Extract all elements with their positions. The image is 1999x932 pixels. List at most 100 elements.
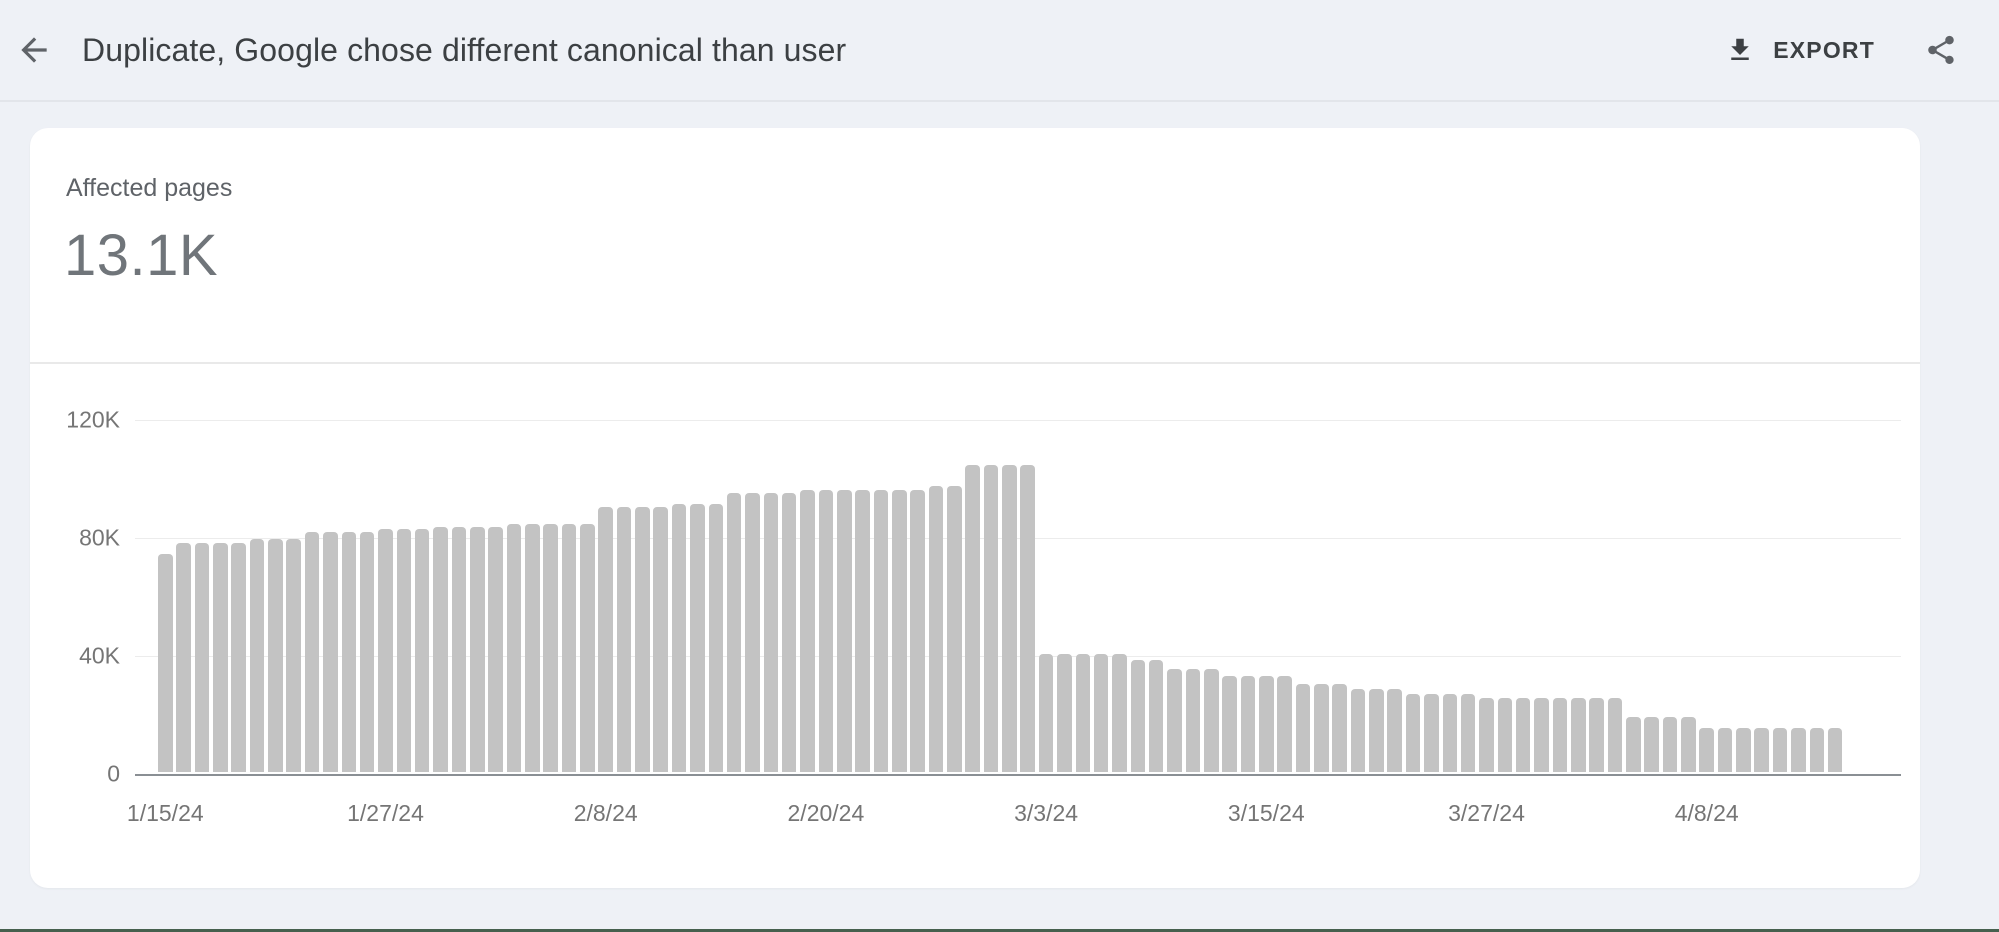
bar-3/2/24[interactable] bbox=[1020, 465, 1036, 772]
bar-3/5/24[interactable] bbox=[1075, 654, 1091, 772]
back-button[interactable] bbox=[10, 26, 58, 74]
bar-4/3/24[interactable] bbox=[1607, 698, 1623, 772]
bar-2/25/24[interactable] bbox=[910, 490, 925, 772]
bar-2/5/24[interactable] bbox=[543, 524, 558, 772]
bar-2/19/24[interactable] bbox=[800, 490, 815, 772]
bar-2/10/24[interactable] bbox=[635, 506, 650, 772]
bar-4/10/24[interactable] bbox=[1736, 727, 1751, 772]
bar-1/27/24[interactable] bbox=[378, 528, 393, 772]
bar-3/16/24[interactable] bbox=[1277, 676, 1292, 772]
bar-4/9/24[interactable] bbox=[1717, 727, 1733, 772]
bar-1/17/24[interactable] bbox=[194, 543, 210, 772]
bar-3/31/24[interactable] bbox=[1552, 698, 1568, 772]
bar-2/29/24[interactable] bbox=[983, 465, 999, 772]
bar-4/11/24[interactable] bbox=[1754, 727, 1770, 772]
bar-3/18/24[interactable] bbox=[1314, 683, 1329, 772]
bar-2/14/24[interactable] bbox=[708, 503, 724, 772]
bar-1/28/24[interactable] bbox=[396, 528, 412, 772]
bar-2/24/24[interactable] bbox=[892, 490, 907, 772]
bar-1/31/24[interactable] bbox=[451, 527, 467, 772]
bar-1/25/24[interactable] bbox=[341, 531, 357, 772]
bar-1/23/24[interactable] bbox=[304, 531, 320, 772]
bar-3/27/24[interactable] bbox=[1479, 698, 1494, 772]
bar-3/30/24[interactable] bbox=[1534, 698, 1549, 772]
bar-2/27/24[interactable] bbox=[947, 485, 962, 772]
bar-2/17/24[interactable] bbox=[763, 493, 779, 772]
bar-4/5/24[interactable] bbox=[1644, 717, 1659, 772]
bar-3/21/24[interactable] bbox=[1369, 689, 1384, 772]
bar-3/1/24[interactable] bbox=[1002, 465, 1017, 772]
bar-2/26/24[interactable] bbox=[928, 485, 944, 772]
bar-2/6/24[interactable] bbox=[561, 524, 577, 772]
bar-3/14/24[interactable] bbox=[1240, 676, 1256, 772]
bar-3/15/24[interactable] bbox=[1259, 676, 1274, 772]
bar-1/22/24[interactable] bbox=[286, 538, 302, 772]
bar-1/19/24[interactable] bbox=[231, 543, 246, 772]
bar-2/21/24[interactable] bbox=[836, 490, 852, 772]
bar-4/7/24[interactable] bbox=[1681, 717, 1696, 772]
bar-1/24/24[interactable] bbox=[323, 531, 338, 772]
bar-1/20/24[interactable] bbox=[249, 538, 265, 772]
bar-2/1/24[interactable] bbox=[469, 527, 485, 772]
bar-3/22/24[interactable] bbox=[1387, 689, 1403, 772]
bar-2/9/24[interactable] bbox=[616, 506, 632, 772]
bar-2/4/24[interactable] bbox=[525, 524, 540, 772]
bar-3/13/24[interactable] bbox=[1222, 676, 1237, 772]
bar-3/8/24[interactable] bbox=[1130, 659, 1146, 772]
bar-3/12/24[interactable] bbox=[1203, 668, 1219, 772]
bar-1/29/24[interactable] bbox=[414, 528, 430, 772]
bar-1/15/24[interactable] bbox=[158, 553, 173, 772]
bar-3/25/24[interactable] bbox=[1442, 693, 1458, 772]
bar-2/3/24[interactable] bbox=[506, 524, 522, 772]
bar-3/19/24[interactable] bbox=[1332, 683, 1347, 772]
bar-3/17/24[interactable] bbox=[1295, 683, 1311, 772]
metric-label: Affected pages bbox=[66, 174, 233, 202]
bar-4/12/24[interactable] bbox=[1772, 727, 1788, 772]
bar-4/8/24[interactable] bbox=[1699, 727, 1714, 772]
bar-2/7/24[interactable] bbox=[580, 524, 595, 772]
bar-2/23/24[interactable] bbox=[873, 490, 889, 772]
x-axis-label: 3/3/24 bbox=[1014, 800, 1079, 826]
export-button[interactable]: EXPORT bbox=[1725, 35, 1875, 65]
bar-3/10/24[interactable] bbox=[1167, 668, 1182, 772]
bar-2/28/24[interactable] bbox=[965, 465, 980, 772]
bar-4/2/24[interactable] bbox=[1589, 698, 1604, 772]
bar-3/28/24[interactable] bbox=[1497, 698, 1513, 772]
bar-4/1/24[interactable] bbox=[1570, 698, 1586, 772]
bar-3/20/24[interactable] bbox=[1350, 689, 1366, 772]
bar-3/23/24[interactable] bbox=[1405, 693, 1421, 772]
bar-2/18/24[interactable] bbox=[781, 493, 797, 772]
bar-3/26/24[interactable] bbox=[1460, 693, 1476, 772]
bar-1/21/24[interactable] bbox=[268, 538, 283, 772]
card-divider bbox=[30, 362, 1920, 364]
bar-2/13/24[interactable] bbox=[690, 503, 705, 772]
bar-4/14/24[interactable] bbox=[1809, 727, 1825, 772]
bar-2/11/24[interactable] bbox=[653, 506, 669, 772]
bar-3/9/24[interactable] bbox=[1148, 659, 1164, 772]
bar-2/16/24[interactable] bbox=[745, 493, 760, 772]
bar-3/11/24[interactable] bbox=[1185, 668, 1201, 772]
bar-3/24/24[interactable] bbox=[1424, 693, 1439, 772]
bar-3/3/24[interactable] bbox=[1038, 654, 1054, 772]
bar-2/8/24[interactable] bbox=[598, 506, 613, 772]
share-button[interactable] bbox=[1919, 28, 1963, 72]
bar-4/6/24[interactable] bbox=[1662, 717, 1678, 772]
x-axis-label: 2/20/24 bbox=[787, 800, 865, 826]
bar-2/2/24[interactable] bbox=[488, 527, 503, 772]
bar-2/15/24[interactable] bbox=[726, 493, 742, 772]
bar-1/26/24[interactable] bbox=[359, 531, 375, 772]
bar-2/20/24[interactable] bbox=[818, 490, 834, 772]
bar-1/18/24[interactable] bbox=[213, 543, 228, 772]
bar-1/30/24[interactable] bbox=[433, 527, 448, 772]
x-axis-baseline bbox=[135, 774, 1901, 776]
bar-3/7/24[interactable] bbox=[1112, 654, 1127, 772]
bar-1/16/24[interactable] bbox=[176, 543, 191, 772]
bar-3/4/24[interactable] bbox=[1057, 654, 1072, 772]
bar-2/22/24[interactable] bbox=[855, 490, 870, 772]
bar-3/6/24[interactable] bbox=[1093, 654, 1109, 772]
bar-3/29/24[interactable] bbox=[1515, 698, 1531, 772]
bar-4/13/24[interactable] bbox=[1791, 727, 1806, 772]
bar-4/4/24[interactable] bbox=[1626, 717, 1641, 772]
bar-2/12/24[interactable] bbox=[671, 503, 687, 772]
bar-4/15/24[interactable] bbox=[1827, 727, 1843, 772]
